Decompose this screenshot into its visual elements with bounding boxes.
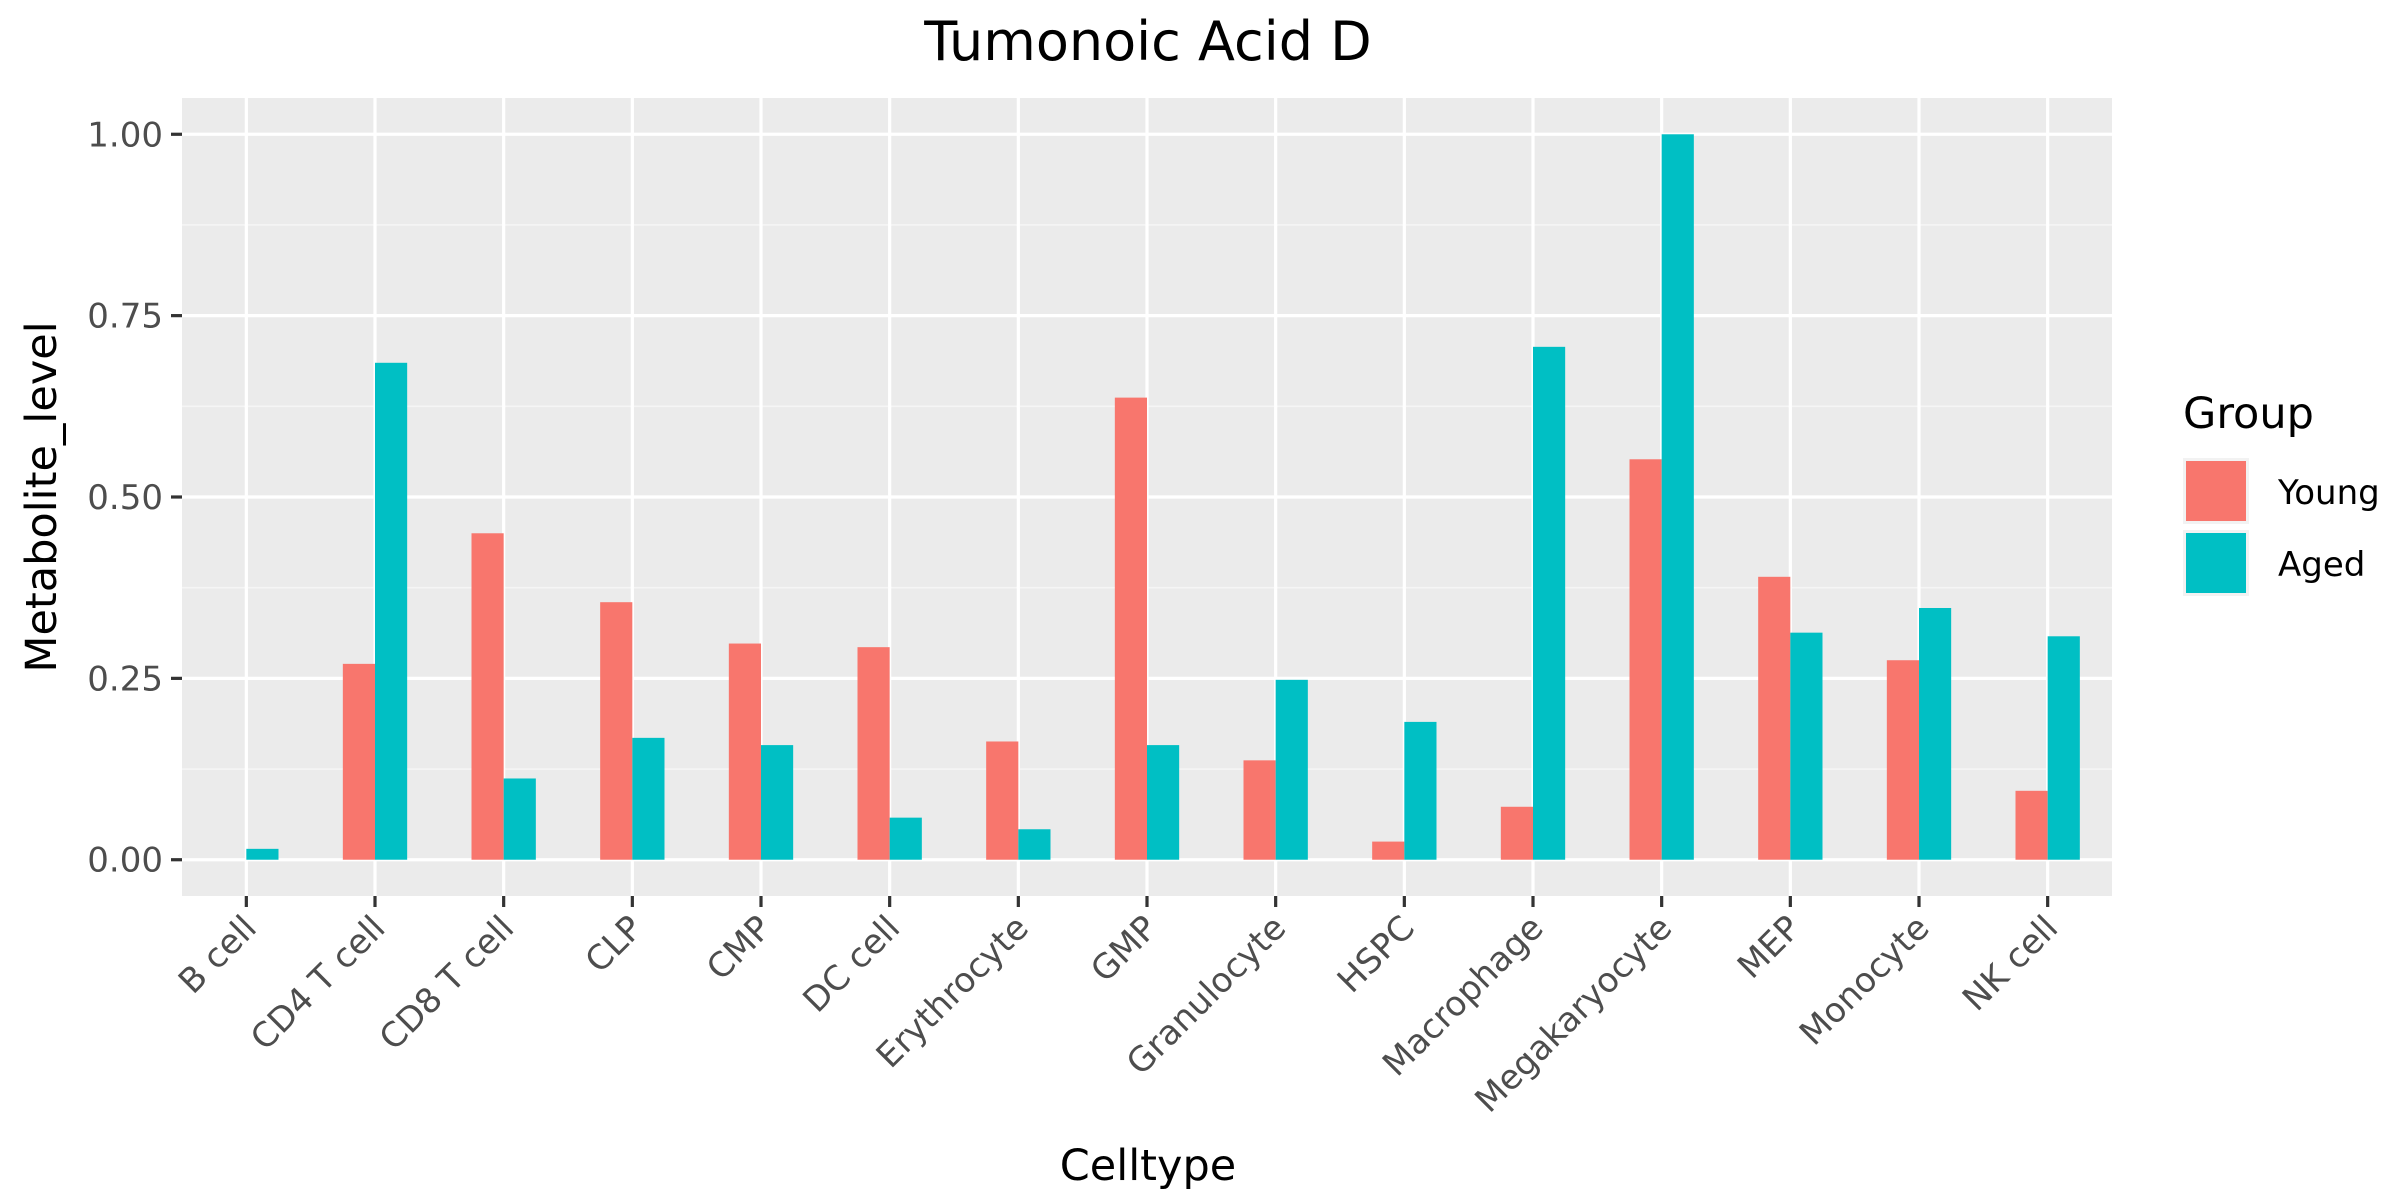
y-axis: 0.00 0.25 0.50 0.75 1.00: [87, 115, 182, 881]
x-tick-label: CMP: [699, 908, 779, 988]
legend-title: Group: [2183, 389, 2314, 439]
x-tick-label: CD8 T cell: [372, 908, 522, 1058]
x-tick-label: HSPC: [1330, 908, 1423, 1001]
bar-young: [1758, 576, 1791, 860]
x-tick-label: GMP: [1083, 908, 1165, 990]
y-tick-label: 0.75: [87, 297, 163, 337]
legend-swatch-aged: [2186, 533, 2246, 593]
bar-aged: [1533, 346, 1566, 860]
y-tick-label: 0.00: [87, 841, 163, 881]
x-tick-label: MEP: [1730, 908, 1809, 987]
x-tick-label: NK cell: [1955, 908, 2066, 1019]
bar-aged: [1404, 721, 1437, 860]
y-tick-label: 0.25: [87, 659, 163, 699]
bar-young: [1243, 760, 1276, 860]
x-tick-label: B cell: [171, 908, 265, 1002]
bar-young: [986, 741, 1019, 860]
bar-young: [1372, 841, 1405, 860]
x-axis-title: Celltype: [1060, 1141, 1236, 1191]
bar-young: [1114, 397, 1147, 860]
legend: Group Young Aged: [2183, 389, 2380, 596]
bar-aged: [889, 817, 922, 860]
y-axis-title: Metabolite_level: [17, 321, 67, 672]
chart-title: Tumonoic Acid D: [923, 10, 1371, 73]
bar-aged: [2047, 636, 2080, 860]
bar-aged: [632, 737, 665, 860]
bars: [246, 134, 2080, 860]
x-tick-label: CLP: [578, 908, 651, 981]
bar-young: [1500, 806, 1533, 860]
x-tick-label: Monocyte: [1792, 908, 1937, 1053]
bar-young: [857, 647, 890, 860]
bar-aged: [375, 362, 408, 860]
legend-swatch-young: [2186, 461, 2246, 521]
bar-young: [728, 643, 761, 860]
bar-aged: [1661, 134, 1694, 860]
y-tick-label: 0.50: [87, 478, 163, 518]
legend-label-young: Young: [2277, 473, 2380, 513]
bar-aged: [246, 848, 279, 860]
bar-young: [1886, 660, 1919, 860]
x-tick-label: DC cell: [795, 908, 908, 1021]
bar-aged: [1919, 607, 1952, 860]
bar-aged: [761, 745, 794, 860]
y-tick-label: 1.00: [87, 115, 163, 155]
bar-young: [342, 663, 375, 860]
bar-aged: [1018, 829, 1051, 860]
bar-aged: [1790, 632, 1823, 860]
x-tick-label: CD4 T cell: [243, 908, 393, 1058]
bar-aged: [1147, 745, 1180, 860]
bar-young: [600, 602, 633, 860]
bar-young: [1629, 459, 1662, 860]
bar-young: [471, 533, 504, 860]
legend-label-aged: Aged: [2278, 545, 2365, 585]
bar-aged: [503, 778, 536, 860]
bar-young: [2015, 790, 2048, 860]
bar-aged: [1275, 679, 1308, 860]
